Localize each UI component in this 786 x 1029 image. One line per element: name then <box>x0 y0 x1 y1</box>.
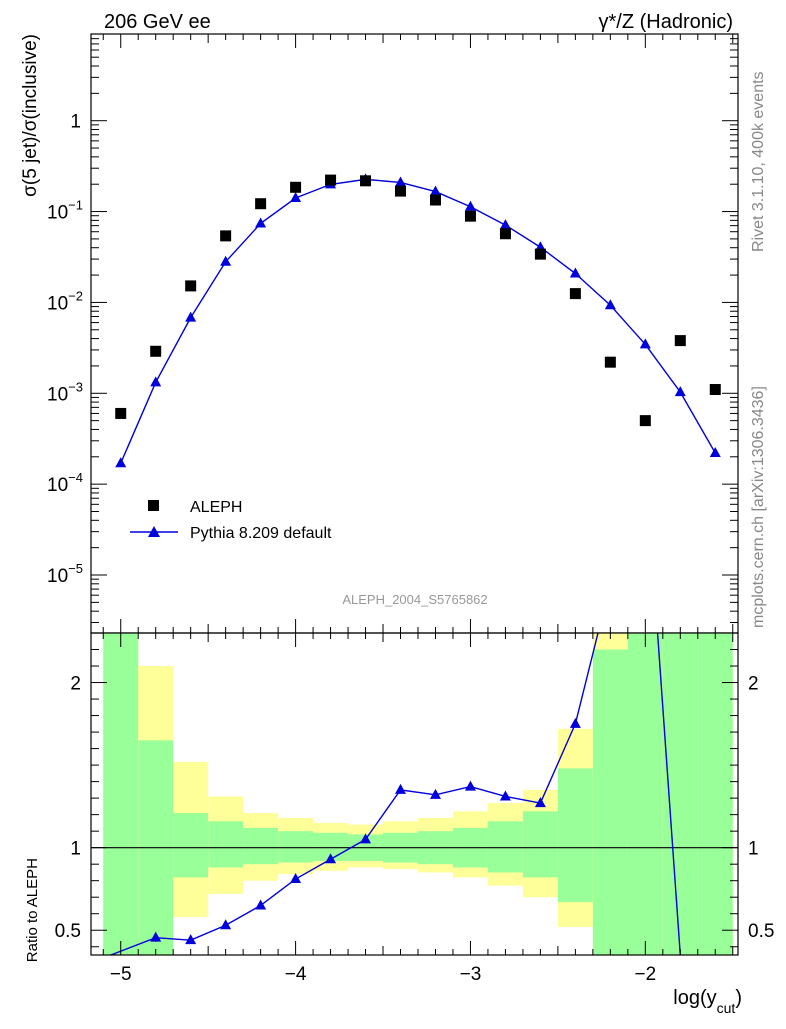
ratio-point <box>395 783 407 794</box>
y-tick-label: 10−3 <box>47 379 83 405</box>
band-inner-bin <box>557 768 593 903</box>
band-inner-bin <box>103 633 139 955</box>
data-point <box>290 181 302 193</box>
mcplots-label: mcplots.cern.ch [arXiv:1306.3436] <box>750 386 767 628</box>
data-point <box>674 335 686 347</box>
ratio-ylabel: Ratio to ALEPH <box>24 858 41 962</box>
ratio-point <box>360 833 372 844</box>
rivet-label: Rivet 3.1.10, 400k events <box>750 71 767 252</box>
main-axes: 1 10−1 10−2 10−3 10−4 10−5 <box>47 33 739 634</box>
header-left: 206 GeV ee <box>104 11 211 33</box>
data-point <box>639 415 651 427</box>
mc-point <box>220 255 232 266</box>
mc-point <box>569 267 581 278</box>
ratio-point <box>220 919 232 930</box>
data-point <box>150 345 162 357</box>
band-inner-bin <box>627 633 663 955</box>
mc-point <box>290 192 302 203</box>
data-point <box>185 280 197 292</box>
x-tick-label: −2 <box>634 964 656 985</box>
ratio-point <box>464 780 476 791</box>
ratio-y-tick-label: 0.5 <box>55 921 81 942</box>
mc-curve-main <box>115 173 721 468</box>
data-points-main <box>115 174 721 427</box>
y-tick-label: 10−5 <box>47 561 83 587</box>
y-tick-label: 10−4 <box>47 470 83 496</box>
data-point <box>464 210 476 222</box>
legend-label-aleph: ALEPH <box>190 499 242 516</box>
y-tick-label: 10−2 <box>47 288 83 314</box>
mc-line <box>120 178 716 464</box>
analysis-id: ALEPH_2004_S5765862 <box>342 592 487 607</box>
x-tick-label: −3 <box>460 964 482 985</box>
data-point <box>604 356 616 368</box>
legend-marker-mc <box>148 526 160 537</box>
data-point <box>115 407 127 419</box>
ratio-y-tick-label-right: 2 <box>748 674 759 695</box>
band-inner-bin <box>522 811 558 878</box>
ratio-axes: −5 −4 −3 −2 0.5 0.5 1 1 2 2 <box>55 632 774 985</box>
ratio-point <box>429 788 441 799</box>
header-right: γ*/Z (Hadronic) <box>599 11 733 33</box>
band-inner-bin <box>662 633 698 955</box>
ratio-y-tick-label: 1 <box>70 839 81 860</box>
band-inner-bin <box>278 831 314 863</box>
mc-point <box>255 217 267 228</box>
x-tick-label: −5 <box>110 964 132 985</box>
ratio-point <box>290 873 302 884</box>
band-inner-bin <box>592 649 628 955</box>
x-axis-title: log(ycut) <box>673 987 742 1016</box>
mc-point <box>185 311 197 322</box>
data-point <box>569 288 581 300</box>
ratio-point <box>255 899 267 910</box>
ratio-point <box>569 717 581 728</box>
ratio-bands <box>91 633 738 955</box>
ratio-point <box>499 790 511 801</box>
data-point <box>325 174 337 186</box>
ratio-point <box>185 934 197 945</box>
mc-point <box>639 338 651 349</box>
data-point <box>255 198 267 210</box>
data-point <box>395 185 407 197</box>
mc-point <box>429 185 441 196</box>
data-point <box>429 194 441 206</box>
ratio-y-tick-label: 2 <box>70 674 81 695</box>
data-point <box>220 230 232 242</box>
data-point <box>360 175 372 187</box>
band-inner-bin <box>487 821 523 873</box>
mc-point <box>499 219 511 230</box>
mc-point <box>709 447 721 458</box>
mc-point <box>464 200 476 211</box>
data-point <box>709 384 721 396</box>
mc-point <box>395 176 407 187</box>
data-point <box>499 228 511 240</box>
main-frame <box>90 33 739 634</box>
legend-marker-aleph <box>148 500 159 511</box>
y-tick-label: 10−1 <box>47 198 83 224</box>
ratio-curve <box>108 633 681 955</box>
data-point <box>534 248 546 260</box>
y-tick-label: 1 <box>70 112 81 133</box>
x-tick-label: −4 <box>285 964 307 985</box>
ratio-frame <box>90 632 739 956</box>
legend: ALEPH Pythia 8.209 default <box>130 499 332 542</box>
band-inner-bin <box>243 827 279 865</box>
ratio-point <box>534 797 546 808</box>
legend-label-mc: Pythia 8.209 default <box>190 525 332 542</box>
band-inner-bin <box>173 812 209 878</box>
ratio-y-tick-label-right: 0.5 <box>748 921 774 942</box>
band-inner-bin <box>208 821 244 868</box>
mc-point <box>150 376 162 387</box>
mc-point <box>115 457 127 468</box>
mc-point <box>674 386 686 397</box>
main-ylabel: σ(5 jet)/σ(inclusive) <box>20 34 41 197</box>
band-inner-bin <box>697 633 733 955</box>
ratio-point <box>325 853 337 864</box>
ratio-y-tick-label-right: 1 <box>748 839 759 860</box>
mc-point <box>604 299 616 310</box>
